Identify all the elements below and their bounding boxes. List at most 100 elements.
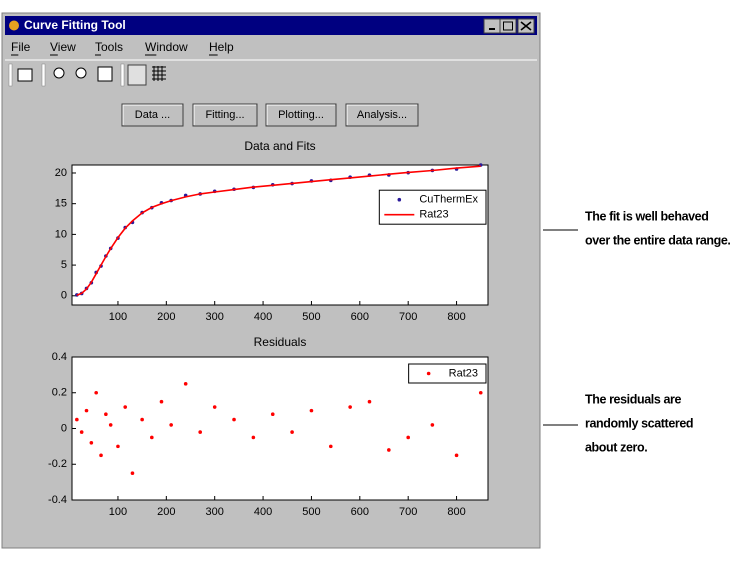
data-point	[251, 435, 256, 440]
minimize-icon	[489, 28, 495, 30]
y-tick-label: 0	[61, 290, 67, 302]
legend-label: CuThermEx	[419, 194, 478, 206]
data-point	[79, 430, 84, 434]
chart-title: Data and Fits	[244, 139, 315, 153]
annotation: over the entire data range.	[585, 233, 731, 247]
grid-toggle-icon[interactable]	[152, 66, 166, 81]
x-tick-label: 200	[157, 506, 175, 518]
data-point	[387, 448, 391, 452]
y-tick-label: -0.4	[48, 494, 67, 506]
menu-item[interactable]: View	[50, 40, 76, 54]
x-tick-label: 500	[302, 311, 320, 323]
data-point	[75, 417, 79, 422]
x-tick-label: 600	[351, 311, 369, 323]
data-point	[367, 399, 372, 404]
legend	[378, 189, 487, 225]
x-tick-label: 600	[351, 506, 369, 518]
y-tick-label: 10	[55, 228, 67, 240]
legend	[408, 363, 487, 384]
zoom-in-icon[interactable]	[53, 67, 65, 79]
fit-line	[76, 165, 481, 296]
data-point	[198, 430, 202, 434]
annotation: about zero.	[585, 440, 647, 454]
annotation: randomly scattered	[585, 416, 693, 430]
button[interactable]	[192, 103, 258, 127]
x-tick-label: 200	[157, 311, 175, 323]
menu-item[interactable]: Help	[209, 40, 234, 54]
button-bevel	[122, 104, 182, 125]
toolbar-grip	[41, 63, 46, 87]
legend-swatch	[426, 371, 431, 376]
menu-item[interactable]: Tools	[95, 40, 123, 54]
data-point	[84, 408, 89, 413]
data-point	[99, 453, 103, 458]
button[interactable]	[345, 103, 419, 127]
y-tick-label: 20	[55, 167, 67, 179]
button-label: Data ...	[135, 109, 170, 121]
legend-swatch	[397, 197, 402, 202]
data-point	[140, 417, 144, 422]
axes-limit-icon[interactable]	[97, 66, 113, 82]
x-tick-label: 100	[109, 506, 127, 518]
data-point	[89, 441, 94, 445]
button-label: Plotting...	[278, 109, 324, 121]
data-point	[183, 382, 188, 386]
y-tick-label: 0	[61, 422, 67, 434]
menu-item[interactable]: Window	[145, 40, 188, 54]
y-tick-label: 0.4	[52, 351, 67, 363]
data-point	[123, 405, 128, 409]
menu-item[interactable]: File	[11, 40, 31, 54]
window-title: Curve Fitting Tool	[24, 18, 126, 32]
data-point	[430, 423, 435, 427]
toolbar	[5, 59, 537, 87]
x-tick-label: 500	[302, 506, 320, 518]
data-point	[454, 453, 459, 458]
plot-area	[71, 164, 489, 306]
data-point	[108, 423, 113, 427]
legend-label: Rat23	[419, 209, 448, 221]
print-icon[interactable]	[17, 68, 33, 82]
x-tick-label: 400	[254, 506, 272, 518]
leader-line	[543, 229, 578, 426]
y-tick-label: 5	[61, 259, 67, 271]
close-icon	[520, 21, 532, 31]
minimize-button[interactable]	[483, 18, 501, 34]
button-label: Fitting...	[205, 109, 244, 121]
x-tick-label: 700	[399, 506, 417, 518]
y-tick-label: -0.2	[48, 458, 67, 470]
button[interactable]	[121, 103, 184, 127]
legend-label: Rat23	[449, 367, 478, 379]
data-point	[150, 435, 154, 440]
data-point	[169, 423, 173, 427]
button-bevel	[193, 104, 256, 125]
x-tick-label: 800	[447, 311, 465, 323]
button-bevel	[346, 104, 417, 125]
x-tick-label: 300	[206, 311, 224, 323]
legend-toggle-icon[interactable]	[127, 64, 147, 86]
data-point	[270, 412, 275, 417]
data-point	[130, 471, 135, 475]
x-tick-label: 800	[447, 506, 465, 518]
data-point	[212, 405, 217, 409]
data-point	[104, 412, 108, 417]
toolbar-grip	[8, 63, 13, 87]
data-point	[309, 408, 314, 413]
button-label: Analysis...	[357, 109, 407, 121]
y-tick-label: 0.2	[52, 387, 67, 399]
data-point	[478, 390, 483, 395]
data-point	[232, 417, 236, 422]
data-point	[406, 435, 410, 440]
data-point	[116, 444, 120, 449]
maximize-button[interactable]	[499, 18, 517, 34]
title-bar	[5, 16, 537, 35]
x-tick-label: 400	[254, 311, 272, 323]
x-tick-label: 300	[206, 506, 224, 518]
zoom-out-icon[interactable]	[75, 67, 87, 79]
button-bevel	[266, 104, 335, 125]
maximize-icon	[503, 21, 513, 31]
window-controls[interactable]	[483, 18, 535, 34]
data-point	[94, 390, 98, 395]
button[interactable]	[265, 103, 337, 127]
data-point	[328, 444, 333, 449]
